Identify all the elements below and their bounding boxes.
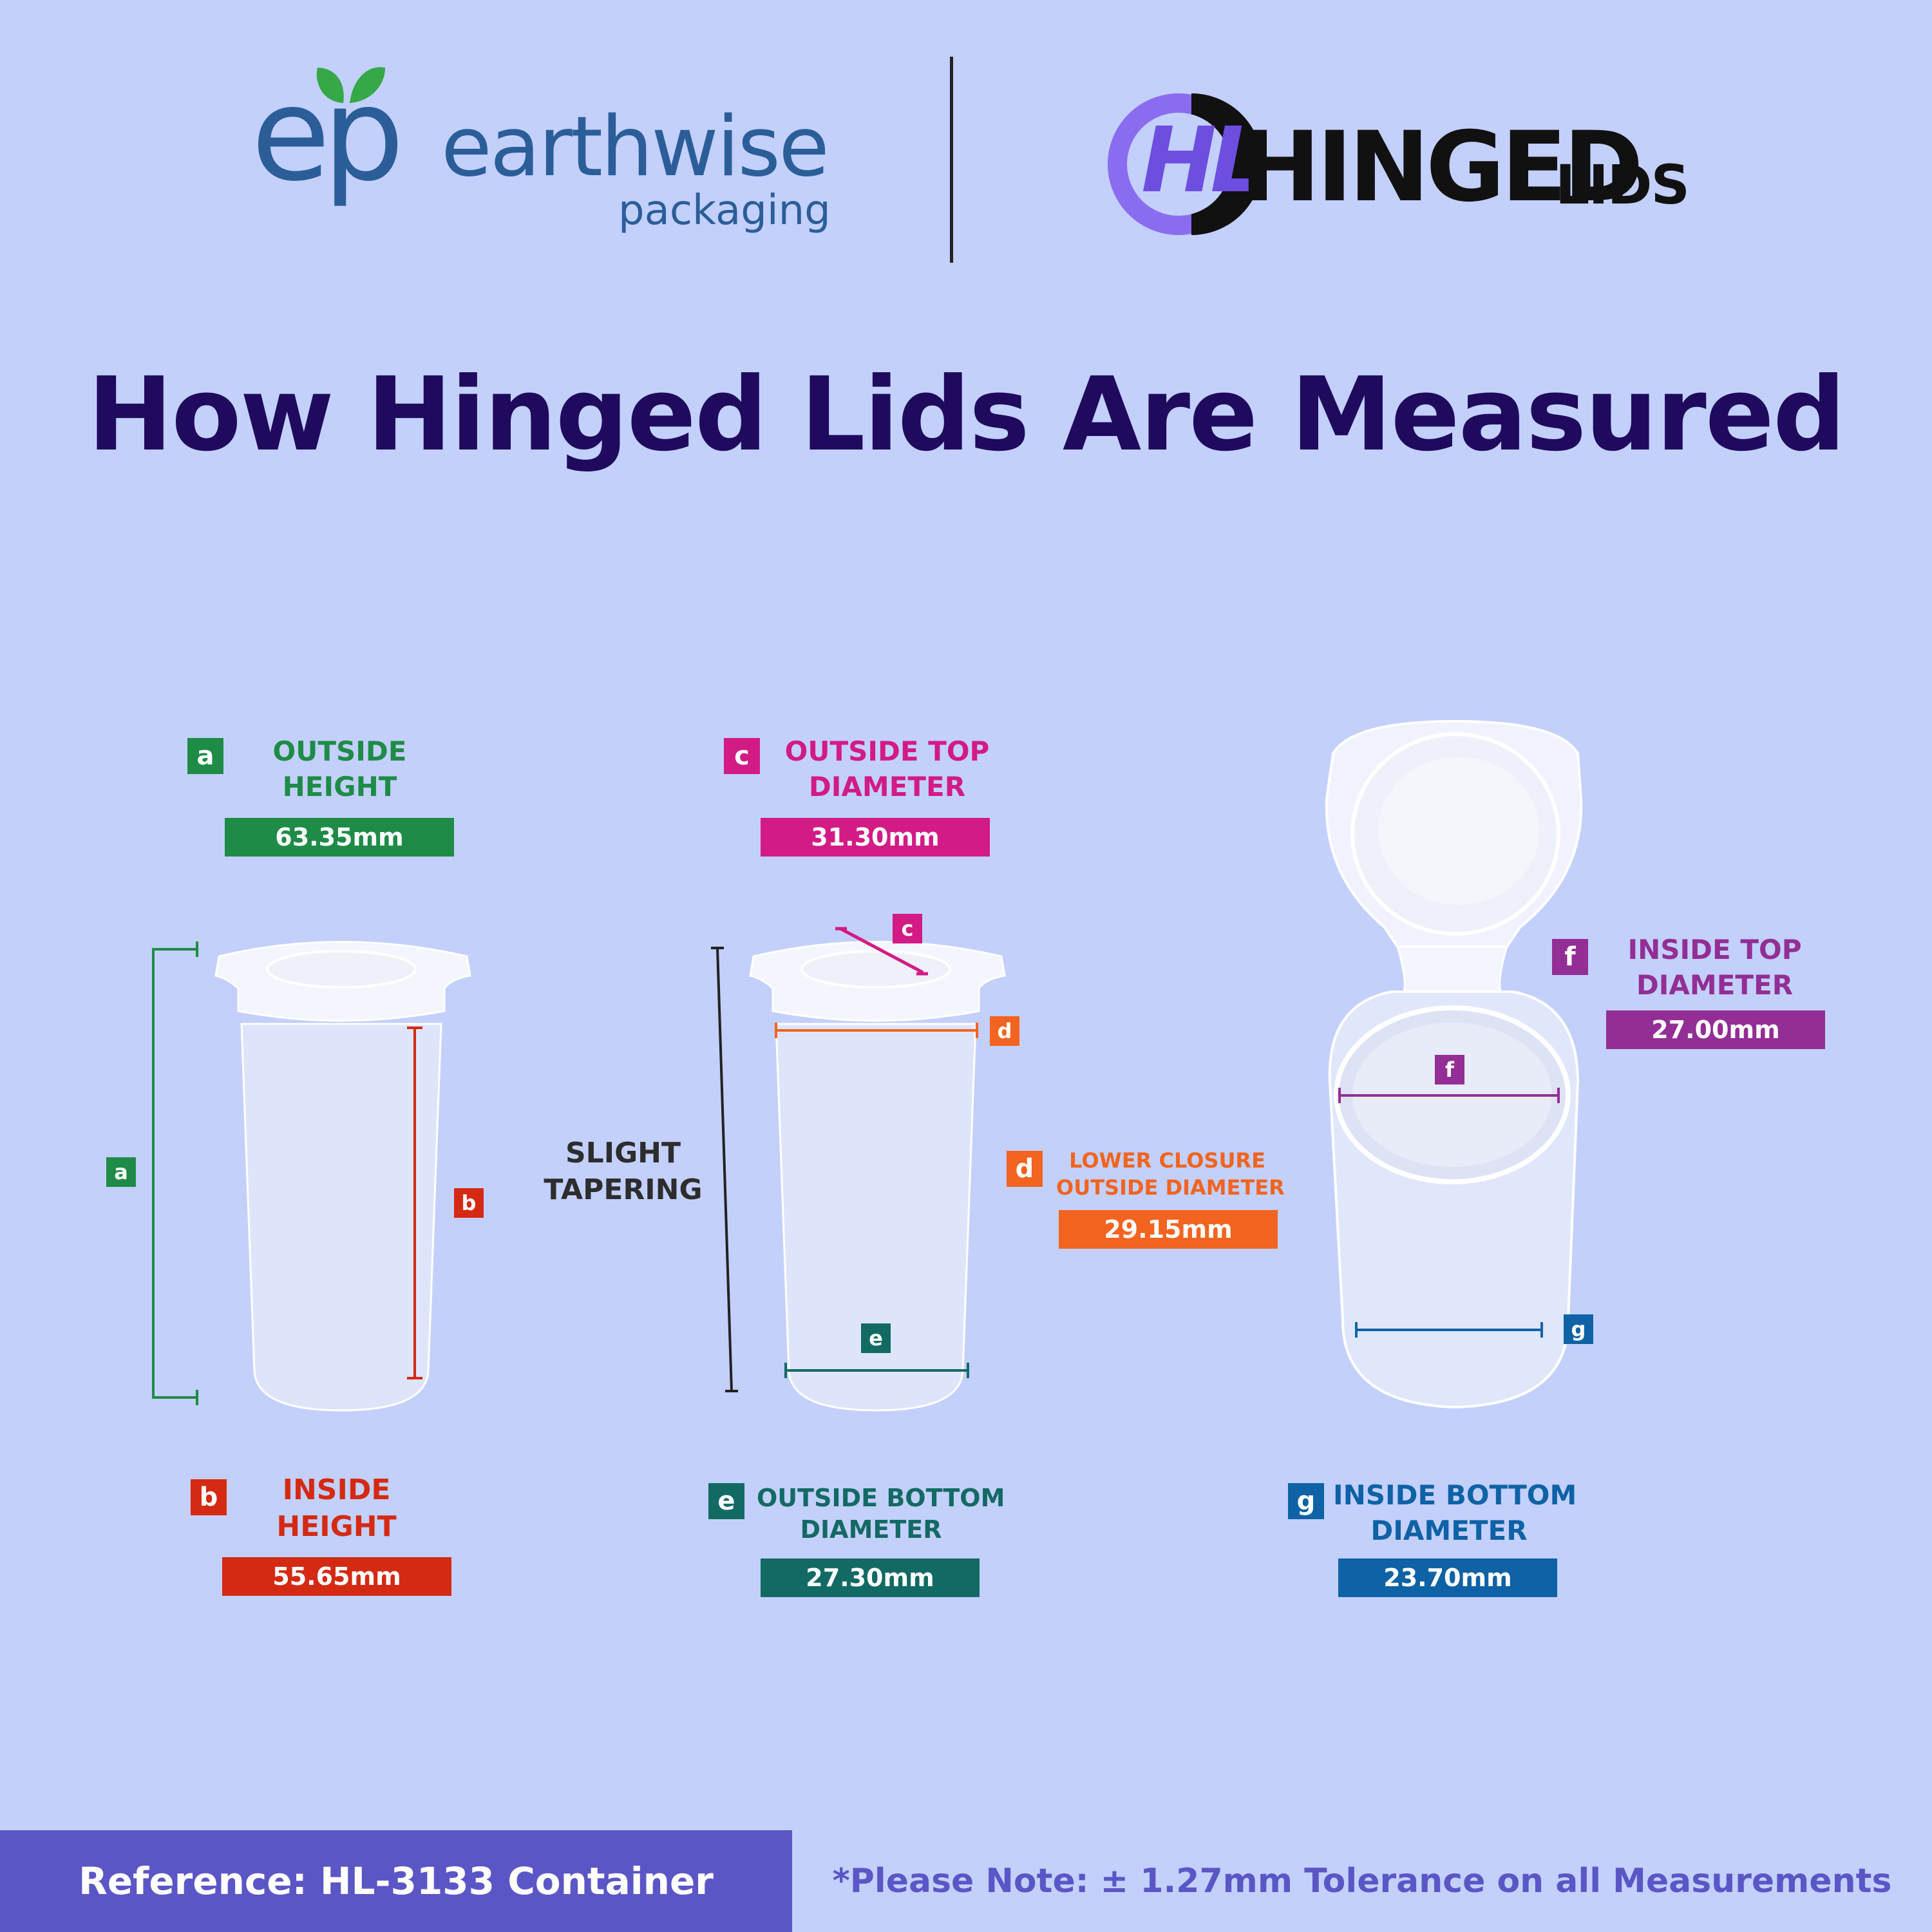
earthwise-monogram: ep: [251, 60, 404, 210]
hl-monogram: HL: [1141, 108, 1267, 213]
measure-a-cap-top-tick: [196, 942, 198, 957]
measure-f-badge: f: [1552, 939, 1588, 975]
measure-c-line: [835, 927, 928, 976]
hl-name: HINGED: [1240, 111, 1643, 223]
container-body: [240, 1023, 442, 1412]
footer-reference-band: [0, 1830, 792, 1932]
measure-a-cap-bot: [152, 1396, 198, 1399]
measure-a-badge: a: [187, 738, 223, 774]
measure-f-tag: f: [1435, 1055, 1464, 1084]
measure-d-badge: d: [1007, 1151, 1043, 1187]
measure-g-cap-r: [1540, 1322, 1543, 1338]
measure-e-cap-r: [967, 1363, 969, 1378]
measure-d-cap-l: [775, 1023, 777, 1038]
measure-f-line: [1340, 1094, 1560, 1097]
measure-g-cap-l: [1355, 1322, 1358, 1338]
measure-b-cap-top: [407, 1027, 422, 1029]
measure-g-line: [1356, 1329, 1543, 1331]
measure-e-badge: e: [708, 1483, 744, 1519]
measure-g-tag: g: [1564, 1314, 1593, 1344]
measure-f-label: INSIDE TOP DIAMETER: [1627, 934, 1802, 1001]
earthwise-logo: ep earthwise packaging: [245, 52, 831, 283]
measure-c-label: OUTSIDE TOP DIAMETER: [784, 735, 990, 802]
container-closed-middle: [749, 941, 1006, 1412]
measure-d-label: LOWER CLOSURE OUTSIDE DIAMETER: [1056, 1148, 1285, 1200]
measure-b-label: INSIDE HEIGHT: [276, 1473, 397, 1544]
measure-c-badge: c: [724, 738, 760, 774]
measure-e-cap-l: [784, 1363, 787, 1378]
measure-g-label: INSIDE BOTTOM DIAMETER: [1333, 1479, 1577, 1546]
earthwise-name: earthwise: [441, 99, 829, 195]
measure-e-tag: e: [861, 1323, 891, 1353]
measure-f-cap-r: [1557, 1088, 1560, 1103]
measure-a-value: 63.35mm: [225, 818, 454, 857]
measure-d-line: [775, 1029, 978, 1032]
header-divider: [950, 57, 953, 263]
hingedlids-logo: HL HINGED LIDS: [1101, 84, 1690, 251]
measure-b-tag: b: [454, 1188, 484, 1218]
tapering-line: [711, 947, 738, 1392]
footer-reference: Reference: HL-3133 Container: [79, 1859, 714, 1903]
page-title: How Hinged Lids Are Measured: [87, 355, 1846, 474]
footer-tolerance-note: *Please Note: ± 1.27mm Tolerance on all …: [832, 1862, 1892, 1900]
measure-b-cap-bot: [407, 1377, 422, 1379]
measure-a-line: [152, 948, 155, 1399]
measure-a-label: OUTSIDE HEIGHT: [272, 735, 407, 802]
measure-f-value: 27.00mm: [1606, 1010, 1825, 1049]
measure-f-cap-l: [1338, 1088, 1341, 1103]
measure-d-cap-r: [976, 1023, 978, 1038]
hl-badge-icon: [1108, 93, 1262, 235]
measure-e-line: [784, 1369, 969, 1372]
container-closed-left: [214, 941, 471, 1412]
measure-g-value: 23.70mm: [1338, 1558, 1557, 1597]
earthwise-sub: packaging: [618, 187, 831, 234]
measure-b-value: 55.65mm: [222, 1557, 451, 1596]
container-body: [775, 1023, 977, 1412]
measure-d-tag: d: [990, 1016, 1019, 1046]
measure-b-badge: b: [191, 1479, 227, 1515]
measure-d-value: 29.15mm: [1059, 1210, 1278, 1249]
measure-e-value: 27.30mm: [761, 1558, 980, 1597]
measure-c-value: 31.30mm: [761, 818, 990, 857]
measure-g-badge: g: [1288, 1483, 1324, 1519]
measure-b-line: [413, 1027, 416, 1379]
hinge-strap: [1396, 945, 1509, 993]
measure-a-tag: a: [106, 1157, 136, 1187]
measure-e-label: OUTSIDE BOTTOM DIAMETER: [757, 1484, 1005, 1544]
measure-a-cap-bot-tick: [196, 1390, 198, 1405]
measure-a-cap-top: [152, 948, 198, 951]
tapering-note: SLIGHT TAPERING: [544, 1137, 703, 1207]
leaf-icon: [316, 67, 385, 103]
measure-c-tag: c: [893, 914, 922, 943]
hl-suffix: LIDS: [1555, 153, 1690, 216]
